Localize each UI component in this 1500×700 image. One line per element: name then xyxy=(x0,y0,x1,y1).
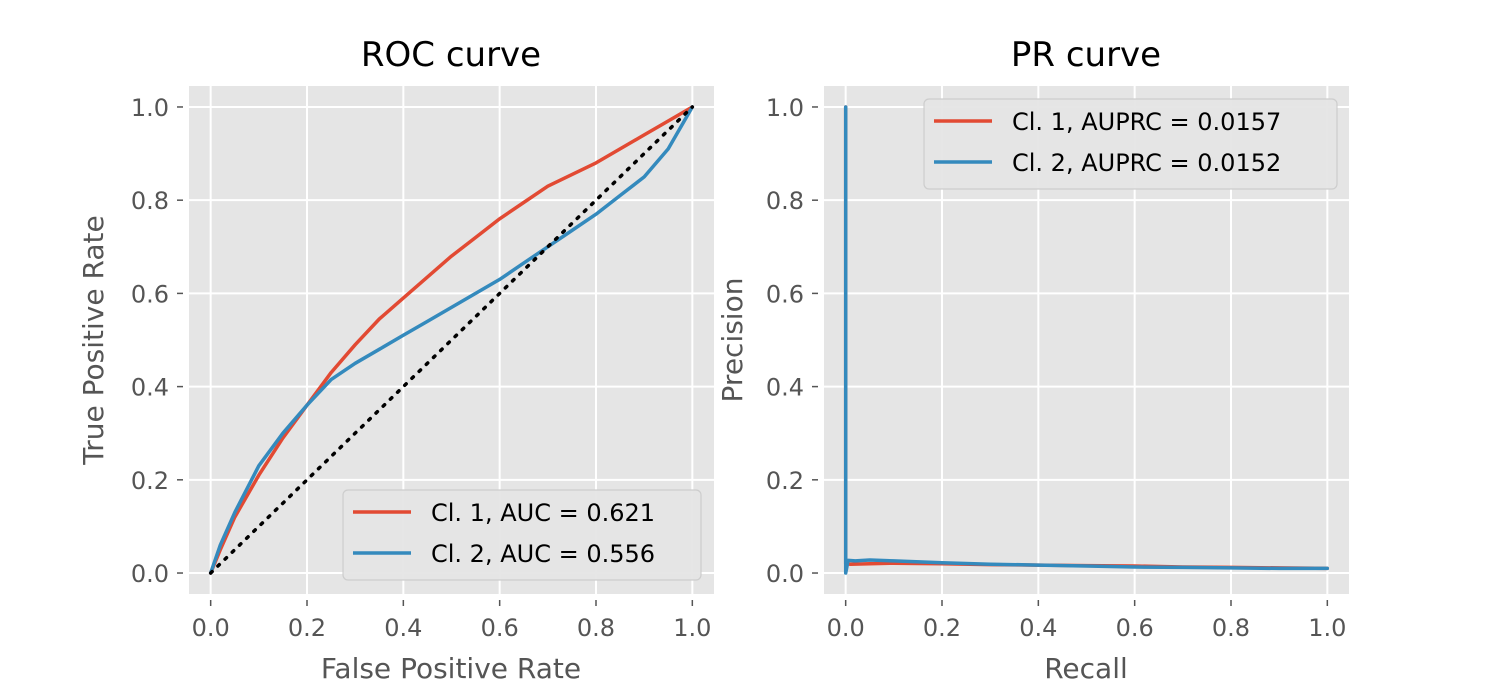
pr-title: PR curve xyxy=(1011,35,1161,75)
pr-legend-box xyxy=(923,98,1338,190)
pr-series-cl2-line xyxy=(843,105,1330,575)
pr-x-tick-label: 0.0 xyxy=(827,614,865,642)
pr-x-tick-label: 0.4 xyxy=(1019,614,1057,642)
pr-y-tick-label: 0.2 xyxy=(766,467,804,495)
roc-legend-label-cl2: Cl. 2, AUC = 0.556 xyxy=(431,540,655,568)
roc-title: ROC curve xyxy=(361,35,541,75)
roc-x-tick-label: 0.4 xyxy=(384,614,422,642)
roc-y-tick-label: 0.0 xyxy=(131,560,169,588)
pr-legend-label-cl1: Cl. 1, AUPRC = 0.0157 xyxy=(1012,108,1281,136)
roc-series-cl2-line xyxy=(208,105,695,575)
roc-x-tick-label: 0.0 xyxy=(192,614,230,642)
roc-x-tick-label: 1.0 xyxy=(673,614,711,642)
roc-x-axis-label: False Positive Rate xyxy=(321,652,581,685)
roc-series-cl1-line xyxy=(208,105,695,575)
pr-y-tick-label: 1.0 xyxy=(766,94,804,122)
pr-ticks: 0.0 0.2 0.4 0.6 0.8 1.0 0.0 0.2 0.4 0.6 0.8 1.0 xyxy=(766,94,1347,642)
roc-legend-label-cl1: Cl. 1, AUC = 0.621 xyxy=(431,499,655,527)
roc-legend-box xyxy=(342,489,702,581)
pr-lines xyxy=(843,105,1330,575)
roc-x-tick-label: 0.2 xyxy=(288,614,326,642)
roc-grid xyxy=(189,86,714,594)
roc-y-axis-label: True Positive Rate xyxy=(77,215,110,465)
pr-legend: Cl. 1, AUPRC = 0.0157 Cl. 2, AUPRC = 0.0… xyxy=(923,98,1338,190)
pr-panel: 0.0 0.2 0.4 0.6 0.8 1.0 0.0 0.2 0.4 0.6 0.8 1.0 PR … xyxy=(716,35,1349,685)
roc-y-tick-label: 0.8 xyxy=(131,187,169,215)
pr-x-tick-label: 0.6 xyxy=(1116,614,1154,642)
roc-panel: 0.0 0.2 0.4 0.6 0.8 1.0 0.0 0.2 0.4 0.6 0.8 1.0 ROC… xyxy=(77,35,714,685)
roc-y-tick-label: 0.2 xyxy=(131,467,169,495)
pr-x-tick-label: 0.8 xyxy=(1212,614,1250,642)
pr-y-axis-label: Precision xyxy=(716,278,749,403)
roc-lines xyxy=(208,105,695,575)
roc-ticks: 0.0 0.2 0.4 0.6 0.8 1.0 0.0 0.2 0.4 0.6 0.8 1.0 xyxy=(131,94,712,642)
roc-x-tick-label: 0.8 xyxy=(577,614,615,642)
roc-legend: Cl. 1, AUC = 0.621 Cl. 2, AUC = 0.556 xyxy=(342,489,702,581)
roc-x-tick-label: 0.6 xyxy=(481,614,519,642)
roc-y-tick-label: 1.0 xyxy=(131,94,169,122)
pr-legend-label-cl2: Cl. 2, AUPRC = 0.0152 xyxy=(1012,149,1281,177)
pr-y-tick-label: 0.4 xyxy=(766,374,804,402)
roc-y-tick-label: 0.4 xyxy=(131,374,169,402)
pr-x-axis-label: Recall xyxy=(1044,652,1128,685)
pr-y-tick-label: 0.6 xyxy=(766,280,804,308)
pr-y-tick-label: 0.0 xyxy=(766,560,804,588)
roc-series-chance-line xyxy=(208,105,695,575)
pr-x-tick-label: 1.0 xyxy=(1308,614,1346,642)
pr-x-tick-label: 0.2 xyxy=(923,614,961,642)
roc-y-tick-label: 0.6 xyxy=(131,280,169,308)
pr-y-tick-label: 0.8 xyxy=(766,187,804,215)
